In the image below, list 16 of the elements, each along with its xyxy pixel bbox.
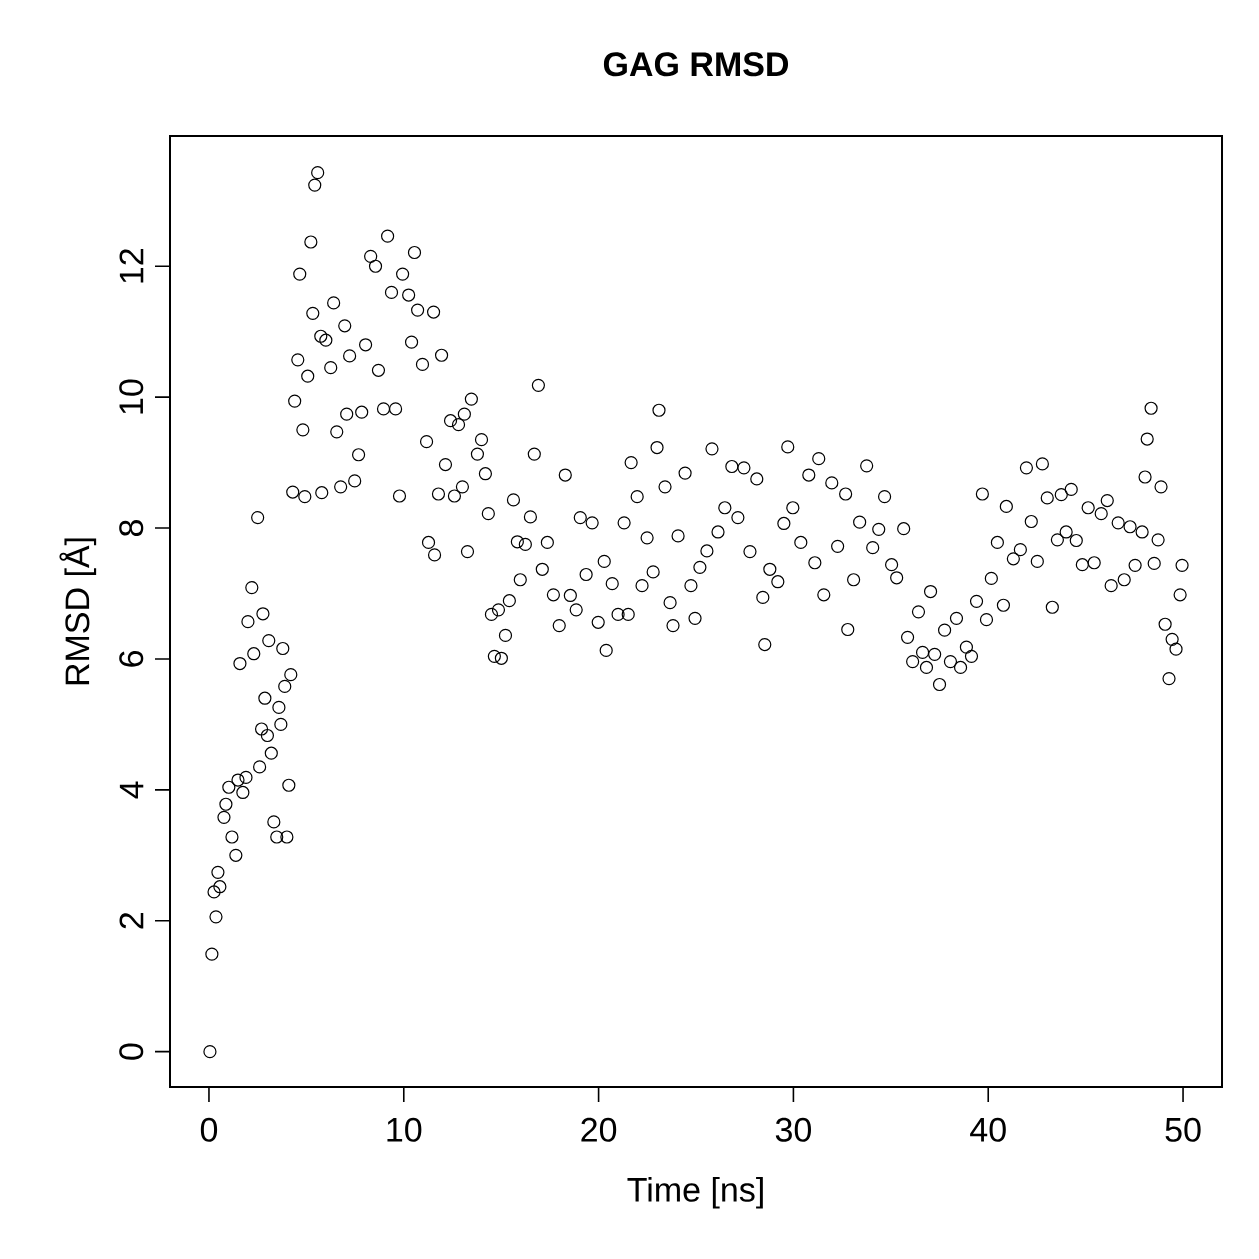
x-axis-title: Time [ns] [627,1176,763,1209]
x-tick-label: 50 [1165,1117,1201,1142]
y-tick-label: 4 [119,781,144,799]
y-tick-label: 2 [119,913,144,929]
y-tick-label: 8 [119,520,144,537]
y-tick-label: 0 [119,1043,144,1060]
y-tick-label: 12 [119,249,144,283]
x-tick-label: 40 [970,1117,1006,1142]
chart-title: GAG RMSD [603,52,789,77]
x-tick-label: 30 [775,1117,811,1142]
y-tick-label: 10 [119,379,144,414]
x-tick-label: 0 [200,1117,218,1142]
y-axis-title: RMSD [Å] [59,538,97,685]
x-tick-label: 20 [581,1117,617,1142]
x-tick-label: 10 [387,1117,422,1142]
y-tick-label: 6 [119,651,144,667]
